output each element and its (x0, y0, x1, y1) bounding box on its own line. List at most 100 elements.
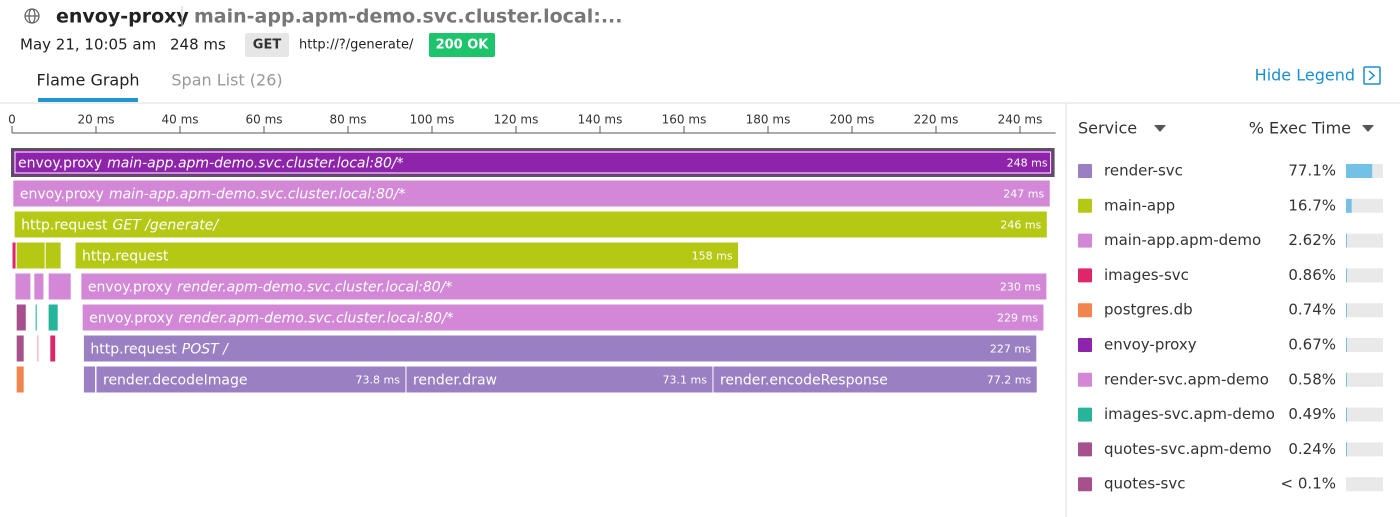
legend-service: images-svc.apm-demo (1104, 405, 1275, 423)
legend-swatch (1078, 407, 1092, 422)
legend-service: main-app.apm-demo (1104, 231, 1261, 249)
span (80, 272, 1048, 301)
span-duration: 73.8 ms (356, 374, 401, 387)
legend-swatch (1078, 198, 1092, 213)
span-duration: 248 ms (1007, 157, 1048, 170)
tick-label: 40 ms (161, 113, 198, 127)
legend-bar-bg (1346, 303, 1383, 318)
sort-arrow[interactable] (1362, 125, 1374, 132)
legend-pct: 16.7% (1288, 196, 1336, 214)
span-name: envoy.proxy (88, 280, 172, 296)
legend-bar-bg (1346, 442, 1383, 457)
span (12, 179, 1051, 208)
legend-swatch (1078, 477, 1092, 492)
hide-legend[interactable]: Hide Legend (1255, 66, 1355, 85)
span (15, 303, 27, 332)
legend-bar-bg (1346, 477, 1383, 492)
service-name: envoy-proxy (56, 6, 189, 28)
status-badge (429, 33, 495, 57)
trace-date: May 21, 10:05 am (20, 36, 156, 54)
legend-col-exec-time[interactable]: % Exec Time (1249, 119, 1351, 138)
active-tab-underline (38, 98, 138, 102)
legend-pct: 0.86% (1288, 266, 1336, 284)
span (405, 365, 714, 394)
legend-swatch (1078, 338, 1092, 352)
span-label: envoy.proxy main-app.apm-demo.svc.cluster… (20, 187, 406, 203)
legend-bar-bg (1346, 268, 1383, 283)
span-resource: GET /generate/ (113, 218, 220, 234)
legend-swatch (1078, 442, 1092, 457)
span-duration: 158 ms (692, 250, 733, 263)
legend-bar (1346, 442, 1347, 457)
tick-label: 180 ms (746, 113, 791, 127)
legend-service: main-app (1104, 196, 1175, 214)
legend-bar-bg (1346, 233, 1383, 248)
legend-bar (1346, 233, 1347, 248)
legend-service: render-svc (1104, 162, 1183, 180)
span-label: envoy.proxy main-app.apm-demo.svc.cluster… (18, 156, 404, 172)
legend-swatch (1078, 164, 1092, 178)
legend-pct: 0.58% (1288, 370, 1336, 388)
span-selection (14, 151, 1052, 174)
span-duration: 229 ms (997, 312, 1038, 325)
legend-col-service[interactable]: Service (1078, 119, 1137, 138)
span-name: render.draw (413, 373, 497, 389)
span (47, 272, 72, 301)
legend-pct: 0.67% (1288, 336, 1336, 354)
span (13, 210, 1048, 239)
globe-icon (24, 8, 40, 24)
span-label: envoy.proxy render.apm-demo.svc.cluster.l… (89, 311, 453, 327)
tick-label: 200 ms (830, 113, 875, 127)
legend-pct: 0.49% (1288, 405, 1336, 423)
sort-arrow[interactable] (1154, 125, 1166, 132)
span-label: http.request GET /generate/ (21, 218, 219, 234)
legend-bar (1346, 338, 1347, 352)
legend-swatch (1078, 268, 1092, 283)
legend-bar (1346, 303, 1347, 318)
legend-bar-bg (1346, 338, 1383, 352)
legend-bar (1346, 164, 1373, 178)
legend-pct: 0.74% (1288, 301, 1336, 319)
tick-label: 140 ms (578, 113, 623, 127)
span (14, 272, 32, 301)
method: GET (253, 38, 282, 53)
method-badge (245, 33, 289, 57)
tick-label: 80 ms (329, 113, 366, 127)
span-name: render.encodeResponse (720, 373, 888, 389)
span (47, 303, 59, 332)
span (34, 303, 38, 332)
legend-service: quotes-svc.apm-demo (1104, 440, 1272, 458)
span (11, 148, 1055, 177)
span (49, 334, 57, 363)
legend-swatch (1078, 303, 1092, 318)
hide-legend-icon[interactable] (1363, 66, 1381, 85)
span-duration: 227 ms (990, 343, 1031, 356)
span-name: envoy.proxy (20, 187, 104, 203)
tick-label: 160 ms (662, 113, 707, 127)
legend-bar (1346, 198, 1352, 213)
span-duration: 246 ms (1000, 219, 1041, 232)
span (81, 303, 1045, 332)
legend-pct: 2.62% (1288, 231, 1336, 249)
tick-label: 100 ms (410, 113, 455, 127)
span-name: render.decodeImage (103, 373, 247, 389)
span-label: render.decodeImage (103, 373, 247, 389)
legend-bar (1346, 268, 1347, 283)
legend-pct: 77.1% (1288, 162, 1336, 180)
span-resource: render.apm-demo.svc.cluster.local:80/* (177, 280, 452, 296)
legend-service: quotes-svc (1104, 475, 1185, 493)
span-resource: render.apm-demo.svc.cluster.local:80/* (178, 311, 453, 327)
legend-swatch (1078, 233, 1092, 248)
resource-name: main-app.apm-demo.svc.cluster.local:... (194, 6, 623, 28)
legend-service: images-svc (1104, 266, 1189, 284)
span-name: http.request (82, 249, 169, 265)
tab-flame-graph[interactable]: Flame Graph (36, 71, 139, 90)
legend-service: envoy-proxy (1104, 336, 1197, 354)
span-name: envoy.proxy (18, 156, 102, 172)
span (15, 365, 25, 394)
legend-service: postgres.db (1104, 301, 1193, 319)
tab-span-list[interactable]: Span List (26) (171, 71, 282, 90)
tick-label: 20 ms (77, 113, 114, 127)
span (36, 334, 40, 363)
legend-bar (1346, 407, 1347, 422)
